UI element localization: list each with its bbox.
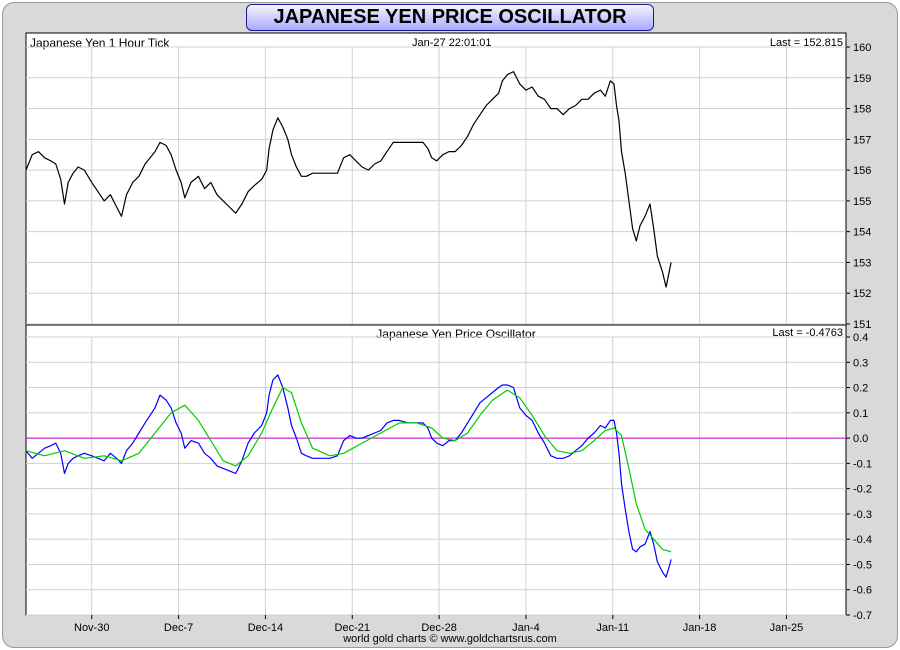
oscillator-ytick-label: 0.2	[853, 383, 868, 395]
x-tick-label: Dec-14	[248, 622, 283, 634]
x-tick-label: Dec-7	[164, 622, 193, 634]
oscillator-last-value: Last = -0.4763	[772, 327, 843, 339]
oscillator-ytick-label: -0.7	[853, 610, 872, 622]
price-plot-bg	[25, 32, 847, 326]
price-series	[25, 70, 672, 288]
oscillator-y-axis: 0.4 0.3 0.2 0.1 0.0 -0.1 -0.2 -0.3 -0.4 -0.5 -0.6 -…	[846, 332, 872, 622]
price-ytick-label: 160	[853, 42, 871, 54]
oscillator-ytick-label: -0.4	[853, 534, 872, 546]
x-tick-label: Dec-28	[421, 622, 456, 634]
x-axis: Nov-30 Dec-7 Dec-14 Dec-21 Dec-28 Jan-4 Jan-11…	[74, 615, 803, 634]
chart-title: JAPANESE YEN PRICE OSCILLATOR	[246, 4, 654, 31]
price-gridlines	[26, 46, 846, 325]
price-ytick-label: 155	[853, 196, 871, 208]
price-y-axis: 151 152 153 154 155 156 157 158 159 160	[846, 42, 871, 331]
price-ytick-label: 159	[853, 73, 871, 85]
oscillator-ytick-label: -0.5	[853, 559, 872, 571]
x-tick-label: Jan-18	[683, 622, 717, 634]
oscillator-plot-bg	[25, 324, 847, 616]
price-series-line-0	[25, 70, 672, 288]
price-panel-title: Japanese Yen 1 Hour Tick	[30, 36, 170, 50]
oscillator-ytick-label: 0.0	[853, 433, 868, 445]
price-ytick-label: 157	[853, 134, 871, 146]
oscillator-ytick-label: -0.6	[853, 585, 872, 597]
oscillator-ytick-label: 0.4	[853, 332, 868, 344]
oscillator-panel-title: Japanese Yen Price Oscillator	[376, 327, 535, 341]
oscillator-series	[25, 374, 846, 578]
oscillator-ytick-label: -0.1	[853, 458, 872, 470]
oscillator-ytick-label: 0.1	[853, 408, 868, 420]
oscillator-series-line-1	[25, 386, 672, 553]
x-tick-label: Nov-30	[74, 622, 109, 634]
price-panel: Japanese Yen 1 Hour Tick Jan-27 22:01:01…	[25, 32, 871, 331]
x-tick-label: Jan-11	[596, 622, 629, 634]
x-tick-label: Jan-25	[770, 622, 804, 634]
price-ytick-label: 154	[853, 227, 871, 239]
price-ytick-label: 152	[853, 288, 871, 300]
price-ytick-label: 156	[853, 165, 871, 177]
price-ytick-label: 153	[853, 257, 871, 269]
oscillator-series-line-0	[25, 374, 672, 578]
price-ytick-label: 151	[853, 319, 871, 331]
price-last-value: Last = 152.815	[770, 37, 843, 49]
oscillator-ytick-label: -0.3	[853, 509, 872, 521]
price-ytick-label: 158	[853, 104, 871, 116]
footer-credit: world gold charts © www.goldchartsrus.co…	[343, 633, 557, 645]
oscillator-panel: Japanese Yen Price Oscillator Last = -0.…	[25, 324, 872, 622]
x-tick-label: Dec-21	[335, 622, 370, 634]
oscillator-ytick-label: -0.2	[853, 484, 872, 496]
x-tick-label: Jan-4	[512, 622, 540, 634]
oscillator-ytick-label: 0.3	[853, 357, 868, 369]
price-timestamp: Jan-27 22:01:01	[412, 37, 492, 49]
